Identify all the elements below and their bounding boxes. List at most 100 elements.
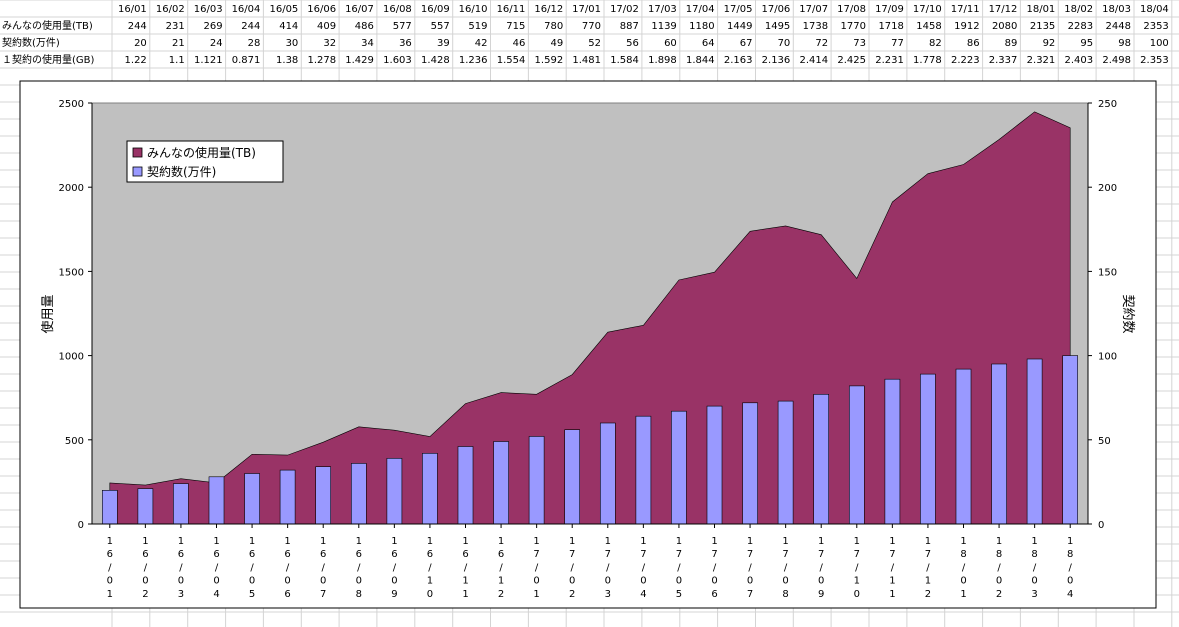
table-cell[interactable]: 1.898 [648, 55, 677, 66]
table-cell[interactable]: 52 [588, 38, 601, 49]
table-cell[interactable]: 1.428 [421, 55, 450, 66]
table-cell[interactable]: 519 [468, 21, 487, 32]
table-cell[interactable]: 2448 [1106, 21, 1131, 32]
table-cell[interactable]: 82 [929, 38, 942, 49]
table-cell[interactable]: 32 [323, 38, 336, 49]
table-cell[interactable]: 2353 [1143, 21, 1168, 32]
table-header-cell[interactable]: 16/05 [269, 4, 298, 15]
table-cell[interactable]: 21 [172, 38, 185, 49]
table-header-cell[interactable]: 16/03 [194, 4, 223, 15]
table-cell[interactable]: 2283 [1068, 21, 1093, 32]
table-cell[interactable]: 73 [853, 38, 866, 49]
table-cell[interactable]: 1.38 [276, 55, 298, 66]
table-header-cell[interactable]: 18/03 [1102, 4, 1131, 15]
table-cell[interactable]: 715 [506, 21, 525, 32]
table-cell[interactable]: 20 [134, 38, 147, 49]
table-header-cell[interactable]: 17/08 [837, 4, 866, 15]
table-cell[interactable]: 409 [317, 21, 336, 32]
table-header-cell[interactable]: 17/01 [572, 4, 601, 15]
table-cell[interactable]: 414 [279, 21, 298, 32]
table-header-cell[interactable]: 16/04 [232, 4, 261, 15]
legend[interactable]: みんなの使用量(TB) 契約数(万件) [126, 140, 284, 183]
table-cell[interactable]: 72 [815, 38, 828, 49]
table-cell[interactable]: 86 [967, 38, 980, 49]
table-cell[interactable]: 30 [286, 38, 299, 49]
table-header-cell[interactable]: 16/08 [383, 4, 412, 15]
table-header-cell[interactable]: 17/03 [648, 4, 677, 15]
table-cell[interactable]: 887 [620, 21, 639, 32]
table-row-label[interactable]: １契約の使用量(GB) [2, 53, 95, 66]
table-header-cell[interactable]: 16/12 [534, 4, 563, 15]
table-cell[interactable]: 1.554 [497, 55, 526, 66]
table-cell[interactable]: 42 [475, 38, 488, 49]
table-cell[interactable]: 1718 [878, 21, 903, 32]
table-header-cell[interactable]: 17/11 [951, 4, 980, 15]
table-row-label[interactable]: みんなの使用量(TB) [2, 19, 93, 32]
table-cell[interactable]: 2.321 [1027, 55, 1056, 66]
table-cell[interactable]: 56 [626, 38, 639, 49]
table-row-label[interactable]: 契約数(万件) [2, 36, 60, 49]
table-cell[interactable]: 577 [393, 21, 412, 32]
table-cell[interactable]: 1180 [689, 21, 714, 32]
table-header-cell[interactable]: 16/06 [307, 4, 336, 15]
table-cell[interactable]: 2080 [992, 21, 1017, 32]
table-cell[interactable]: 24 [210, 38, 223, 49]
table-cell[interactable]: 2.353 [1140, 55, 1169, 66]
table-cell[interactable]: 1449 [727, 21, 752, 32]
table-header-cell[interactable]: 18/04 [1140, 4, 1169, 15]
table-header-cell[interactable]: 16/02 [156, 4, 185, 15]
table-cell[interactable]: 244 [128, 21, 147, 32]
table-cell[interactable]: 60 [664, 38, 677, 49]
table-cell[interactable]: 100 [1150, 38, 1169, 49]
table-header-cell[interactable]: 16/10 [459, 4, 488, 15]
table-cell[interactable]: 70 [778, 38, 791, 49]
table-cell[interactable]: 1.278 [307, 55, 336, 66]
table-cell[interactable]: 67 [740, 38, 753, 49]
table-cell[interactable]: 89 [1005, 38, 1018, 49]
table-header-cell[interactable]: 16/09 [421, 4, 450, 15]
table-cell[interactable]: 231 [166, 21, 185, 32]
table-cell[interactable]: 1912 [954, 21, 979, 32]
table-header-cell[interactable]: 18/01 [1026, 4, 1055, 15]
table-cell[interactable]: 39 [437, 38, 450, 49]
table-cell[interactable]: 92 [1043, 38, 1056, 49]
table-cell[interactable]: 1139 [651, 21, 676, 32]
table-cell[interactable]: 2.231 [875, 55, 904, 66]
table-header-cell[interactable]: 17/06 [761, 4, 790, 15]
table-header-cell[interactable]: 17/04 [686, 4, 715, 15]
table-cell[interactable]: 1.22 [125, 55, 147, 66]
table-cell[interactable]: 1.236 [459, 55, 488, 66]
table-header-cell[interactable]: 18/02 [1064, 4, 1093, 15]
table-cell[interactable]: 486 [355, 21, 374, 32]
table-cell[interactable]: 2135 [1030, 21, 1055, 32]
table-cell[interactable]: 36 [399, 38, 412, 49]
table-header-cell[interactable]: 16/11 [497, 4, 526, 15]
table-header-cell[interactable]: 17/12 [989, 4, 1018, 15]
table-cell[interactable]: 28 [248, 38, 261, 49]
table-cell[interactable]: 0.871 [232, 55, 261, 66]
table-header-cell[interactable]: 17/10 [913, 4, 942, 15]
table-header-cell[interactable]: 17/02 [610, 4, 639, 15]
table-cell[interactable]: 557 [431, 21, 450, 32]
table-cell[interactable]: 2.425 [837, 55, 866, 66]
table-cell[interactable]: 244 [241, 21, 260, 32]
table-cell[interactable]: 1495 [765, 21, 790, 32]
table-cell[interactable]: 98 [1118, 38, 1131, 49]
table-cell[interactable]: 2.414 [799, 55, 828, 66]
table-cell[interactable]: 2.403 [1064, 55, 1093, 66]
table-header-cell[interactable]: 16/01 [118, 4, 147, 15]
table-cell[interactable]: 1770 [841, 21, 866, 32]
table-header-cell[interactable]: 17/09 [875, 4, 904, 15]
table-cell[interactable]: 770 [582, 21, 601, 32]
table-header-cell[interactable]: 17/07 [799, 4, 828, 15]
table-cell[interactable]: 1458 [916, 21, 941, 32]
table-cell[interactable]: 2.498 [1102, 55, 1131, 66]
table-header-cell[interactable]: 17/05 [724, 4, 753, 15]
table-cell[interactable]: 2.136 [762, 55, 791, 66]
table-cell[interactable]: 46 [513, 38, 526, 49]
table-header-cell[interactable]: 16/07 [345, 4, 374, 15]
table-cell[interactable]: 95 [1080, 38, 1093, 49]
table-cell[interactable]: 2.223 [951, 55, 980, 66]
table-cell[interactable]: 1.121 [194, 55, 223, 66]
